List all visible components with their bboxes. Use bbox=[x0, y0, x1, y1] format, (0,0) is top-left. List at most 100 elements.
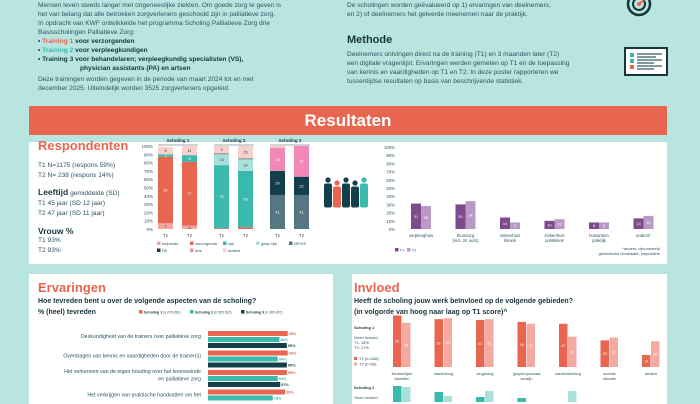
person-head bbox=[352, 180, 358, 186]
bar-value: 28 bbox=[653, 353, 657, 357]
x-tick-label: lichamelijke bbox=[392, 371, 413, 376]
bar-t2 bbox=[651, 341, 660, 367]
bar-segment-anders bbox=[270, 146, 285, 148]
bar-value: 32 bbox=[612, 351, 616, 355]
bar-scholing-2 bbox=[208, 395, 273, 401]
bar-value: 84% bbox=[279, 358, 287, 362]
checklist-icon bbox=[624, 47, 668, 76]
segment-label: 22 bbox=[299, 184, 303, 188]
ervaringen-chart: Hoe tevreden bent u over de volgende asp… bbox=[38, 298, 297, 401]
scholing2-bar-t2 bbox=[568, 391, 577, 402]
bar-t1 bbox=[434, 319, 443, 367]
person-head bbox=[325, 177, 331, 183]
methode-title: Methode bbox=[347, 34, 393, 46]
segment-label: 41 bbox=[275, 210, 279, 214]
y-tick-label: 20% bbox=[386, 211, 395, 216]
doel-line: en 2) of deelnemers het geleerde meeneme… bbox=[347, 11, 528, 18]
y-tick-label: 40% bbox=[144, 194, 153, 199]
ervaringen-panel bbox=[29, 274, 333, 404]
bar-value: 86% bbox=[280, 338, 288, 342]
legend-swatch bbox=[354, 362, 357, 366]
person-body bbox=[324, 183, 332, 208]
group-label: Scholing 2 bbox=[223, 138, 246, 143]
y-tick-label: 90% bbox=[144, 152, 153, 157]
person-body bbox=[342, 183, 350, 208]
bar-value: 13 bbox=[636, 222, 640, 226]
y-tick-label: 40% bbox=[386, 194, 395, 199]
legend-swatch bbox=[407, 248, 411, 252]
person-body bbox=[333, 186, 341, 208]
bar-value: 95% bbox=[288, 371, 296, 375]
invloed-title: Invloed bbox=[354, 280, 400, 295]
bar-segment-gespvpk bbox=[238, 159, 253, 171]
bar-value: 8 bbox=[514, 224, 516, 228]
legend-label: NP/VS bbox=[294, 241, 306, 246]
segment-label: 37 bbox=[299, 160, 303, 164]
question-title: Heeft de scholing jouw werk beïnvloed op… bbox=[354, 298, 573, 305]
bar-value: 47 bbox=[529, 344, 533, 348]
bar-segment-verzorgende bbox=[238, 227, 253, 229]
x-tick-label: verpleeghuis bbox=[409, 233, 433, 238]
bar-segment-verzorgende bbox=[182, 161, 197, 226]
legend-label: anders bbox=[228, 248, 240, 253]
vrouw-label: Vrouw % bbox=[38, 226, 74, 236]
legend-swatch bbox=[190, 241, 194, 245]
bar-t2 bbox=[402, 322, 411, 367]
resultaten-banner: Resultaten bbox=[29, 106, 667, 135]
bar-scholing-1 bbox=[208, 331, 288, 336]
legend-label: gesp vpk bbox=[261, 241, 277, 246]
segment-label: 14 bbox=[243, 164, 247, 168]
bar-segment-npvs bbox=[238, 158, 253, 160]
scholing2-bar-t2 bbox=[443, 396, 452, 402]
y-tick-label: 70% bbox=[144, 169, 153, 174]
bar-value: 31 bbox=[414, 215, 418, 219]
training-3-desc: physician assistants (PA) en artsen bbox=[80, 65, 191, 72]
bar-segment-vpk bbox=[158, 154, 173, 157]
segment-label: 8 bbox=[188, 157, 190, 161]
bar-segment-anders bbox=[158, 146, 173, 155]
y-tick-label: 30% bbox=[386, 202, 395, 207]
legend-swatch bbox=[157, 248, 161, 252]
legend-n: (n 279-281) bbox=[163, 311, 181, 315]
bar-t2 bbox=[465, 201, 476, 229]
vrouw-t2: T2 93% bbox=[38, 247, 61, 254]
question-subtitle: (in volgorde van hoog naar laag op T1 sc… bbox=[354, 308, 507, 316]
segment-label: 77 bbox=[187, 192, 191, 196]
bar-value: 96% bbox=[289, 332, 297, 336]
footnote: *anders: bijvoorbeeld bbox=[622, 246, 660, 251]
legend-swatch bbox=[289, 241, 293, 245]
segment-label: 29 bbox=[275, 181, 279, 185]
people-icon bbox=[324, 177, 368, 208]
intro-line: december 2025. Uiteindelijk worden 3525 … bbox=[38, 85, 230, 92]
x-tick-label: klachten bbox=[395, 376, 410, 381]
intro-line: Basisscholingen Palliatieve Zorg: bbox=[38, 29, 135, 36]
bar-value: 95% bbox=[288, 344, 296, 348]
bar-t1 bbox=[544, 220, 555, 229]
training-3-label: Training 3 voor behandelaren; verpleegku… bbox=[42, 56, 244, 63]
bar-value: 10 bbox=[547, 223, 551, 227]
bar-t2 bbox=[421, 206, 431, 229]
footnote: geriatrische revalidatie, psychiatrie bbox=[599, 251, 661, 256]
segment-label: 76 bbox=[219, 195, 223, 199]
x-tick-label: huisartsen bbox=[589, 233, 609, 238]
x-tick-label: T2 bbox=[187, 233, 193, 238]
scholing2-bar-t1 bbox=[434, 392, 443, 402]
question-title: Hoe tevreden bent u over de volgende asp… bbox=[38, 298, 256, 305]
bar-t2 bbox=[609, 337, 618, 367]
y-tick-label: 90% bbox=[386, 153, 395, 158]
aspect-label: en palliatieve zorg bbox=[158, 377, 201, 383]
y-tick-label: 50% bbox=[386, 186, 395, 191]
bar-scholing-3 bbox=[208, 362, 287, 368]
invloed-chart: Heeft de scholing jouw werk beïnvloed op… bbox=[354, 298, 660, 402]
methode-line: een digitale vragenlijst. Ervaringen wer… bbox=[347, 60, 570, 67]
intro-line: het van belang dat alle betrokken zorgve… bbox=[38, 11, 276, 18]
aspect-label: Deskundigheid van de trainers over palli… bbox=[81, 334, 201, 340]
bar-value: 12 bbox=[557, 223, 561, 227]
scholing2-bar-t1 bbox=[393, 386, 402, 402]
legend-label: T1 bbox=[400, 248, 405, 253]
bar-value: 30 bbox=[458, 215, 462, 219]
bar-segment-npvs bbox=[214, 153, 229, 155]
bar-value: 78% bbox=[274, 397, 282, 401]
bar-scholing-2 bbox=[208, 376, 278, 381]
geen-invloed: Geen invloed bbox=[354, 335, 378, 340]
